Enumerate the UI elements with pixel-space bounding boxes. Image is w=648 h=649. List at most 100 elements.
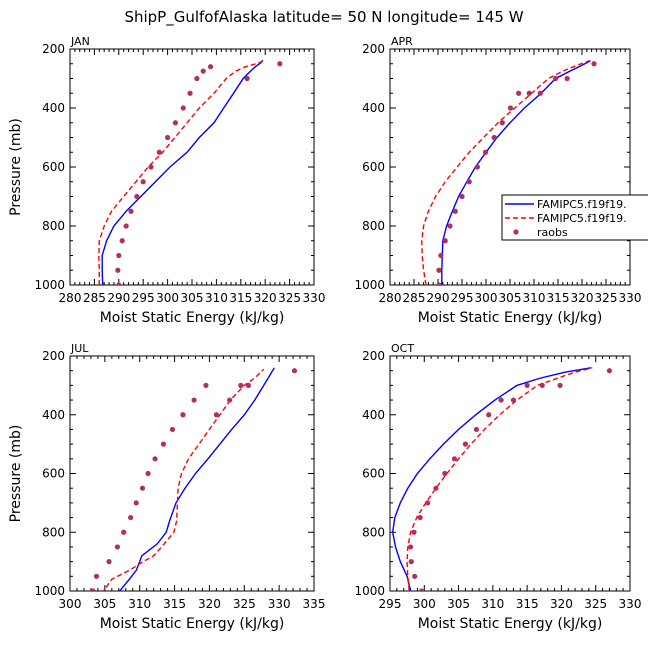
raobs-point (156, 149, 162, 155)
raobs-point (507, 105, 514, 111)
y-tick-label: 800 (42, 525, 65, 539)
raobs-point (244, 75, 250, 82)
raobs-point (557, 382, 563, 388)
y-tick-label: 600 (362, 160, 385, 174)
y-tick-label: 400 (362, 101, 385, 115)
x-tick-label: 325 (584, 597, 607, 611)
raobs-point (134, 193, 140, 200)
y-tick-label: 400 (42, 101, 65, 115)
raobs-point (539, 382, 545, 388)
x-tick-label: 305 (499, 291, 522, 305)
x-tick-label: 300 (156, 291, 179, 305)
x-tick-label: 320 (254, 291, 277, 305)
raobs-point (213, 412, 219, 418)
raobs-point (564, 75, 570, 82)
x-tick-label: 300 (475, 291, 498, 305)
series-group (391, 367, 613, 591)
x-tick-label: 320 (550, 597, 573, 611)
y-tick-label: 600 (42, 160, 65, 174)
x-axis-label: Moist Static Energy (kJ/kg) (418, 310, 603, 326)
x-tick-label: 310 (481, 597, 504, 611)
raobs-point (187, 90, 193, 96)
raobs-point (417, 514, 423, 521)
raobs-point (499, 120, 505, 126)
panel-apr: 280 285 290 295 300 305 310 315 320 325 330 200 400 6… (354, 35, 641, 326)
x-tick-label: 320 (571, 291, 594, 305)
x-tick-label: 280 (59, 291, 82, 305)
raobs-point (606, 368, 613, 374)
series-line-dashed (102, 368, 265, 591)
x-tick-label: 310 (523, 291, 546, 305)
y-tick-label: 400 (362, 408, 385, 422)
raobs-point (116, 282, 122, 285)
raobs-point (591, 61, 597, 67)
raobs-point (510, 397, 517, 403)
series-group (98, 59, 283, 285)
raobs-point (123, 223, 129, 229)
panel-title: OCT (391, 342, 414, 355)
y-tick-label: 1000 (34, 278, 65, 292)
raobs-point (537, 90, 543, 96)
raobs-point (169, 426, 176, 433)
raobs-point (194, 75, 200, 82)
raobs-point (433, 485, 439, 491)
y-tick-label: 600 (362, 467, 385, 481)
plot-frame (69, 355, 315, 592)
x-tick-label: 330 (619, 291, 642, 305)
raobs-point (139, 485, 146, 491)
x-tick-label: 330 (619, 597, 642, 611)
raobs-point (277, 61, 283, 67)
raobs-point (498, 397, 504, 403)
y-tick-label: 800 (362, 525, 385, 539)
x-tick-label: 325 (233, 597, 256, 611)
raobs-point (451, 456, 458, 462)
x-axis-label: Moist Static Energy (kJ/kg) (100, 310, 285, 326)
raobs-point (119, 238, 125, 244)
y-tick-label: 200 (362, 42, 385, 56)
raobs-point (165, 134, 171, 141)
x-tick-label: 330 (268, 597, 291, 611)
x-tick-label: 315 (163, 597, 186, 611)
raobs-point (442, 238, 448, 244)
x-tick-label: 315 (547, 291, 570, 305)
raobs-point (133, 500, 139, 506)
series-line-solid (441, 60, 591, 285)
raobs-point (411, 529, 417, 535)
raobs-point (482, 149, 489, 155)
x-tick-label: 300 (59, 597, 82, 611)
legend-marker (513, 229, 519, 235)
raobs-point (128, 514, 134, 521)
raobs-point (436, 267, 442, 273)
raobs-point (462, 441, 469, 447)
legend: FAMIPC5.f19f19.FAMIPC5.f19f19.raobs (501, 194, 648, 241)
x-tick-label: 290 (427, 291, 450, 305)
legend-label: FAMIPC5.f19f19. (537, 212, 627, 225)
raobs-point (148, 164, 154, 170)
x-tick-label: 315 (516, 597, 539, 611)
plot-frame (69, 48, 315, 286)
x-tick-label: 315 (229, 291, 252, 305)
series-line-dashed (420, 60, 590, 285)
y-axis-label: Pressure (mb) (8, 425, 24, 523)
raobs-point (227, 397, 233, 403)
panel-jan: 280 285 290 295 300 305 310 315 320 325 330 200 400 6… (8, 35, 325, 326)
legend-label: FAMIPC5.f19f19. (537, 198, 627, 211)
raobs-point (200, 68, 206, 74)
raobs-point (180, 412, 186, 418)
legend-label: raobs (537, 226, 568, 239)
x-tick-label: 335 (303, 597, 326, 611)
x-tick-label: 295 (132, 291, 155, 305)
raobs-point (207, 64, 214, 70)
x-tick-label: 285 (403, 291, 426, 305)
series-line-solid (101, 59, 264, 285)
x-tick-label: 290 (107, 291, 130, 305)
x-tick-label: 305 (181, 291, 204, 305)
raobs-point (238, 382, 244, 388)
raobs-point (447, 223, 453, 229)
x-axis-label: Moist Static Energy (kJ/kg) (418, 616, 603, 632)
raobs-point (203, 382, 209, 388)
raobs-point (128, 208, 134, 214)
raobs-point (145, 470, 151, 477)
raobs-point (408, 559, 414, 565)
